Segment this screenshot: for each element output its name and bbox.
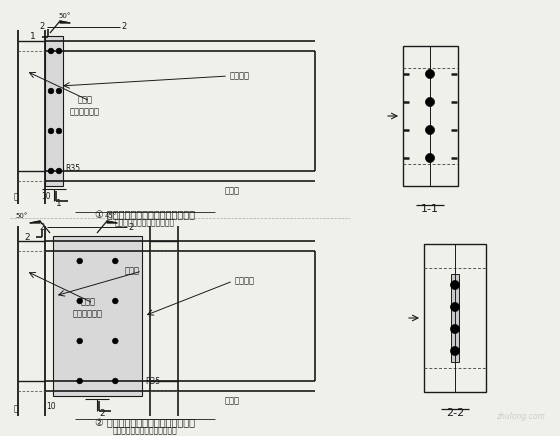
- Circle shape: [48, 128, 54, 134]
- Text: 2: 2: [121, 23, 126, 31]
- Text: 2: 2: [99, 409, 105, 418]
- Text: 柱: 柱: [13, 404, 18, 413]
- Circle shape: [48, 168, 54, 174]
- Text: 50°: 50°: [58, 13, 71, 19]
- Text: 1: 1: [30, 33, 36, 41]
- Circle shape: [426, 153, 435, 163]
- Polygon shape: [60, 21, 70, 23]
- Text: R35: R35: [65, 164, 80, 173]
- Circle shape: [113, 338, 118, 344]
- Bar: [451, 274, 459, 362]
- Polygon shape: [107, 221, 117, 223]
- Circle shape: [56, 88, 62, 94]
- Text: 加劲肥
（成对布置）: 加劲肥 （成对布置）: [73, 298, 103, 318]
- Text: ① 楼面梁与刚架柱的刚性连接（一）: ① 楼面梁与刚架柱的刚性连接（一）: [95, 210, 195, 220]
- Circle shape: [77, 378, 82, 384]
- Circle shape: [113, 298, 118, 304]
- Circle shape: [426, 98, 435, 106]
- Text: 45°: 45°: [105, 213, 117, 219]
- Text: ② 楼面梁与刚架柱的刚性连接（二）: ② 楼面梁与刚架柱的刚性连接（二）: [95, 418, 195, 428]
- Circle shape: [56, 48, 62, 54]
- Text: 2: 2: [40, 222, 45, 232]
- Circle shape: [77, 298, 82, 304]
- Bar: [53, 236, 142, 396]
- Text: （楼面梁与刚架柱直接连接）: （楼面梁与刚架柱直接连接）: [115, 218, 175, 227]
- Text: 50°: 50°: [16, 213, 28, 219]
- Text: R35: R35: [145, 377, 160, 386]
- Text: 楼面梁: 楼面梁: [225, 186, 240, 195]
- Text: 2: 2: [128, 222, 133, 232]
- Text: 2: 2: [25, 232, 30, 242]
- Text: 2-2: 2-2: [446, 408, 464, 418]
- Bar: [424, 244, 486, 392]
- Circle shape: [113, 378, 118, 384]
- Text: 1-1: 1-1: [421, 204, 439, 214]
- Circle shape: [48, 88, 54, 94]
- Text: 楼面梁: 楼面梁: [225, 396, 240, 405]
- Circle shape: [113, 258, 118, 264]
- Polygon shape: [30, 221, 40, 223]
- Circle shape: [48, 48, 54, 54]
- Circle shape: [56, 168, 62, 174]
- Circle shape: [77, 258, 82, 264]
- Text: 2: 2: [40, 23, 45, 31]
- Circle shape: [450, 324, 460, 334]
- Text: 10: 10: [41, 192, 51, 201]
- Bar: [45, 36, 63, 186]
- Text: 10: 10: [46, 402, 56, 411]
- Text: （楼面梁与刚架柱的间接连接）: （楼面梁与刚架柱的间接连接）: [113, 426, 178, 435]
- Text: 柱: 柱: [13, 192, 18, 201]
- Circle shape: [450, 347, 460, 355]
- Text: zhulong.com: zhulong.com: [496, 412, 545, 421]
- Text: 高强螺栽: 高强螺栽: [235, 276, 255, 286]
- Text: 连接板: 连接板: [125, 266, 140, 276]
- Text: 加劲肥
（成对布置）: 加劲肥 （成对布置）: [70, 95, 100, 116]
- Circle shape: [426, 69, 435, 78]
- Circle shape: [56, 128, 62, 134]
- Text: 1: 1: [56, 199, 62, 208]
- Text: 高强螺栽: 高强螺栽: [230, 72, 250, 81]
- Circle shape: [77, 338, 82, 344]
- Bar: [403, 46, 458, 186]
- Circle shape: [426, 126, 435, 134]
- Circle shape: [450, 280, 460, 290]
- Circle shape: [450, 303, 460, 311]
